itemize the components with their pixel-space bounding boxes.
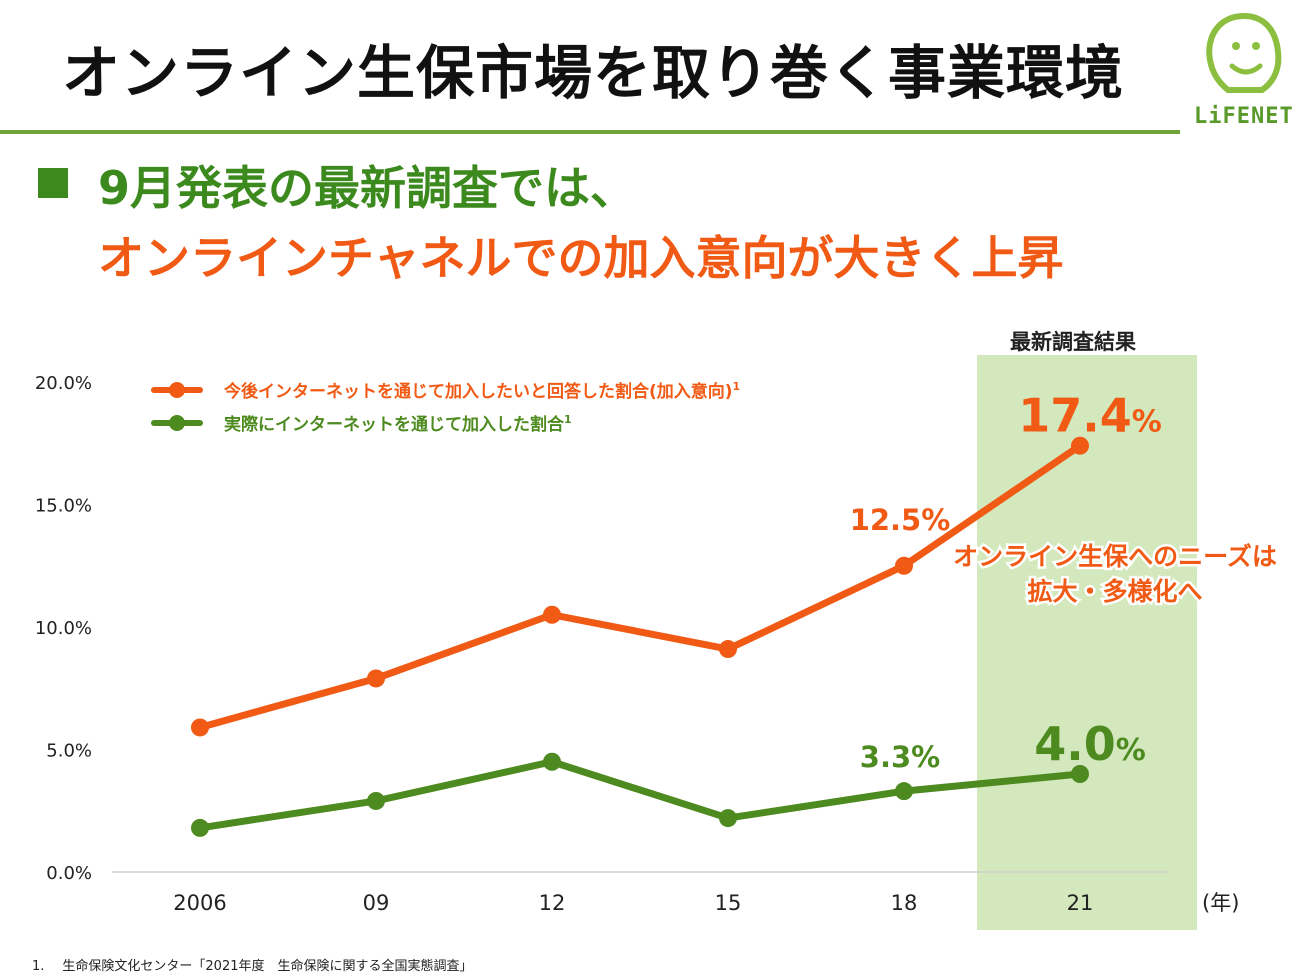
legend-label: 実際にインターネットを通じて加入した割合1: [224, 413, 572, 435]
headline-line-1: 9月発表の最新調査では、: [98, 161, 637, 215]
data-label-unit: %: [1132, 405, 1162, 440]
footnote-number: 1.: [32, 959, 45, 974]
latest-survey-label: 最新調査結果: [1010, 330, 1136, 354]
legend-label-text: 実際にインターネットを通じて加入した割合: [224, 414, 565, 435]
legend-marker: [169, 415, 185, 431]
series-line-1: [196, 758, 1084, 832]
data-point: [1071, 765, 1089, 783]
legend-marker: [169, 382, 185, 398]
y-tick-label: 0.0%: [46, 863, 92, 884]
series-line-0: [196, 442, 1084, 731]
data-point: [543, 752, 561, 771]
legend-superscript: 1: [564, 413, 572, 426]
data-point: [895, 556, 913, 575]
data-label-number: 4.0: [1034, 717, 1116, 771]
data-label: 12.5%: [850, 503, 951, 537]
headline-line-2: オンラインチャネルでの加入意向が大きく上昇: [98, 231, 1064, 285]
legend-label: 今後インターネットを通じて加入したいと回答した割合(加入意向)1: [224, 380, 740, 402]
footnote: 1. 生命保険文化センター「2021年度 生命保険に関する全国実態調査」: [32, 955, 473, 974]
page-title: オンライン生保市場を取り巻く事業環境: [62, 39, 1125, 107]
annotation-line-2: 拡大・多様化へ: [1027, 577, 1202, 606]
data-point: [367, 669, 385, 688]
lifenet-logo-text: LiFENET: [1194, 104, 1294, 129]
data-point: [719, 640, 737, 659]
bullet-square: [38, 168, 68, 198]
y-tick-label: 20.0%: [35, 373, 92, 394]
footnote-text: 生命保険文化センター「2021年度 生命保険に関する全国実態調査」: [62, 959, 473, 974]
x-tick-label: 2006: [173, 891, 226, 915]
data-label: 3.3%: [860, 740, 940, 774]
data-label-large: 17.4%: [1018, 389, 1162, 443]
x-tick-label: 21: [1067, 891, 1094, 915]
lifenet-face-logo-icon: [1206, 12, 1282, 93]
legend-label-text: 今後インターネットを通じて加入したいと回答した割合(加入意向): [224, 381, 733, 402]
x-axis-unit-label: (年): [1202, 891, 1239, 915]
y-tick-label: 10.0%: [35, 618, 92, 639]
y-tick-label: 15.0%: [35, 496, 92, 517]
data-point: [191, 818, 209, 837]
x-tick-label: 15: [715, 891, 742, 915]
data-label-large: 4.0%: [1034, 717, 1146, 771]
data-point: [191, 718, 209, 737]
x-tick-label: 18: [891, 891, 918, 915]
data-point: [895, 782, 913, 801]
x-tick-label: 09: [363, 891, 390, 915]
data-point: [719, 809, 737, 828]
legend-superscript: 1: [733, 380, 741, 393]
data-label-unit: %: [1116, 733, 1146, 768]
data-label-number: 17.4: [1018, 389, 1132, 443]
data-point: [543, 605, 561, 624]
y-tick-label: 5.0%: [46, 741, 92, 762]
annotation-line-1: オンライン生保へのニーズは: [953, 542, 1277, 571]
data-point: [367, 791, 385, 810]
x-tick-label: 12: [539, 891, 566, 915]
data-point: [1071, 436, 1089, 455]
title-divider: [0, 130, 1180, 134]
